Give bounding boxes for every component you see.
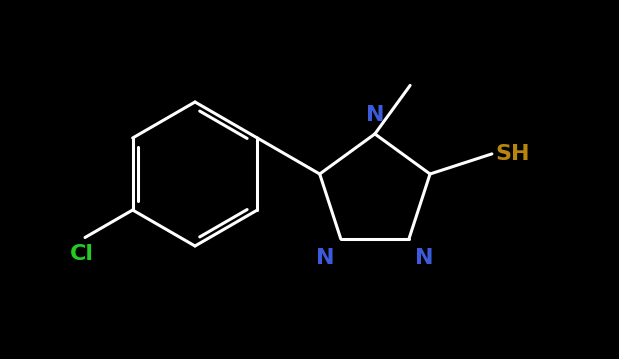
Text: Cl: Cl [70,243,94,264]
Text: N: N [366,105,384,125]
Text: N: N [415,248,433,268]
Text: N: N [316,248,335,268]
Text: SH: SH [496,144,530,164]
